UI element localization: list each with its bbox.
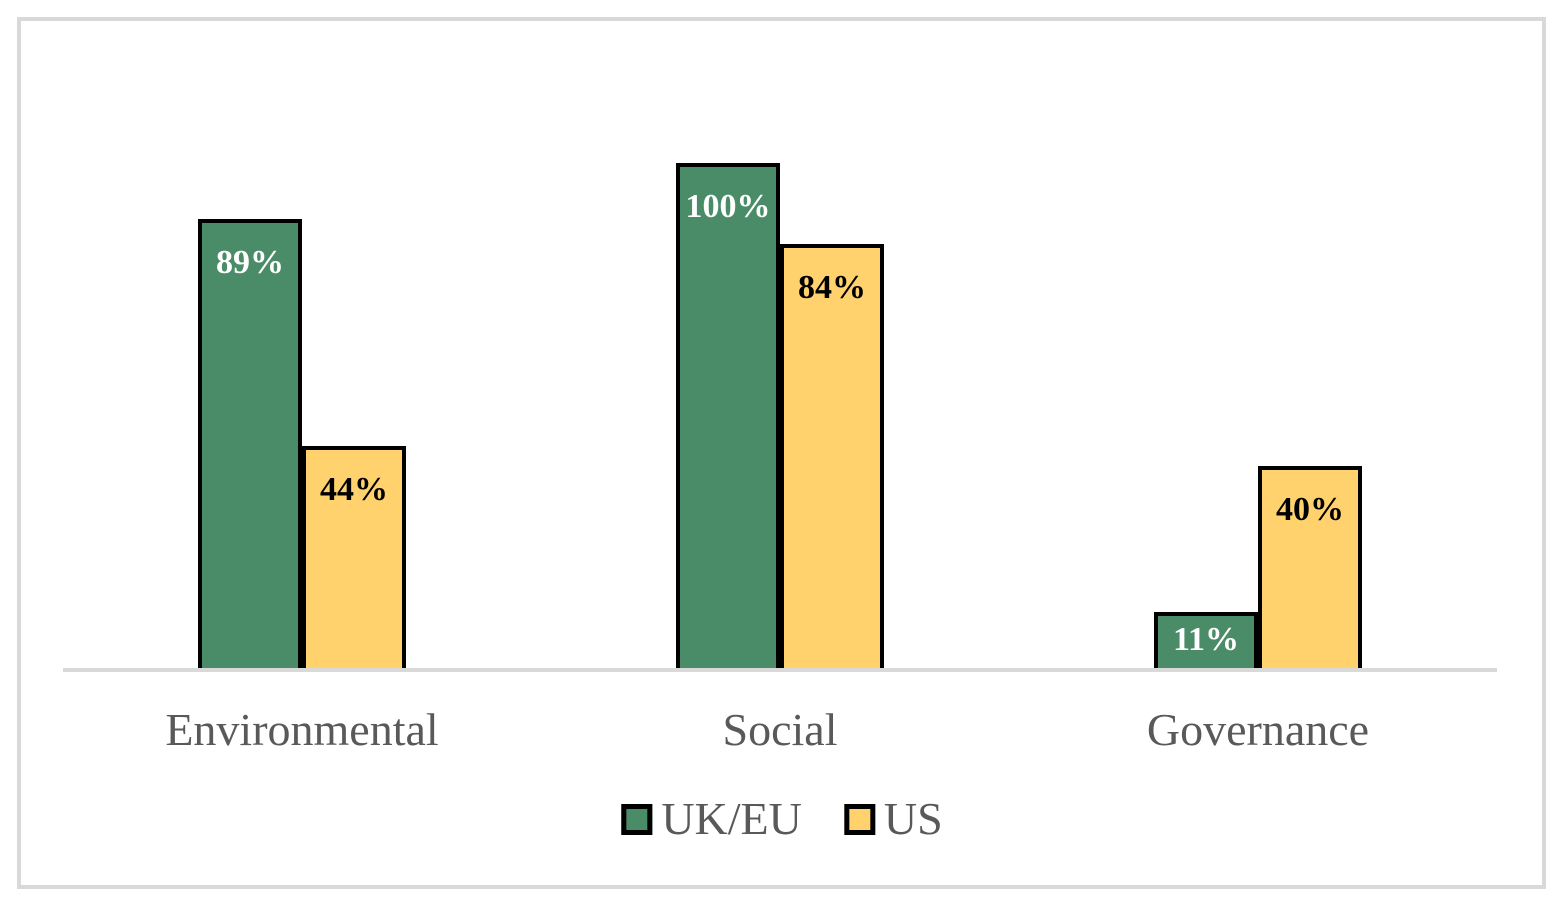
- legend-item-us: US: [843, 793, 943, 844]
- legend-item-ukeu: UK/EU: [621, 794, 802, 844]
- category-label-social: Social: [722, 704, 838, 755]
- bar-ukeu-governance: 11%: [1154, 612, 1258, 668]
- x-axis-line: [63, 668, 1497, 672]
- bar-us-environmental: 44%: [302, 446, 406, 668]
- legend-label: US: [883, 793, 943, 844]
- legend: UK/EU US: [621, 793, 943, 844]
- bar-us-social: 84%: [780, 244, 884, 668]
- data-label-ukeu-environmental: 89%: [216, 244, 284, 281]
- bar-us-governance: 40%: [1258, 466, 1362, 668]
- data-label-ukeu-governance: 11%: [1172, 621, 1240, 658]
- legend-swatch-icon: [843, 803, 875, 835]
- legend-label: UK/EU: [661, 793, 802, 844]
- data-label-us-governance: 40%: [1276, 491, 1344, 528]
- data-label-us-social: 84%: [798, 269, 866, 306]
- category-label-governance: Governance: [1146, 704, 1370, 755]
- legend-swatch-icon: [621, 803, 653, 835]
- data-label-ukeu-social: 100%: [685, 188, 771, 225]
- bar-ukeu-social: 100%: [676, 163, 780, 668]
- bar-ukeu-environmental: 89%: [198, 219, 302, 668]
- data-label-us-environmental: 44%: [320, 471, 388, 508]
- category-label-environmental: Environmental: [165, 704, 439, 755]
